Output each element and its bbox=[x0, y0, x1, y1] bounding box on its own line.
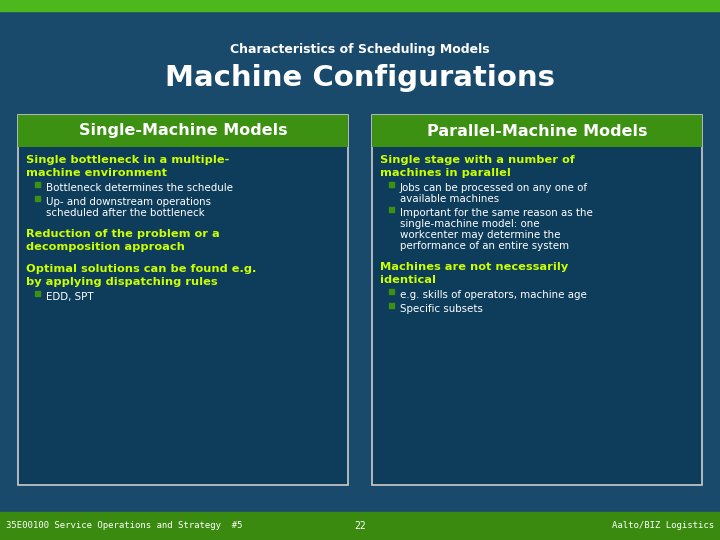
Text: Characteristics of Scheduling Models: Characteristics of Scheduling Models bbox=[230, 44, 490, 57]
Text: Single stage with a number of: Single stage with a number of bbox=[380, 155, 575, 165]
Text: available machines: available machines bbox=[400, 194, 499, 204]
Bar bbox=[18, 115, 348, 485]
Text: 22: 22 bbox=[354, 521, 366, 531]
Bar bbox=[372, 115, 702, 147]
Bar bbox=[0, 0, 720, 11]
Bar bbox=[389, 206, 394, 212]
Text: decomposition approach: decomposition approach bbox=[26, 242, 185, 252]
Text: Up- and downstream operations: Up- and downstream operations bbox=[46, 197, 211, 207]
Text: 35E00100 Service Operations and Strategy  #5: 35E00100 Service Operations and Strategy… bbox=[6, 522, 243, 530]
Bar bbox=[389, 181, 394, 186]
Text: Important for the same reason as the: Important for the same reason as the bbox=[400, 208, 593, 218]
Text: e.g. skills of operators, machine age: e.g. skills of operators, machine age bbox=[400, 290, 587, 300]
Text: performance of an entire system: performance of an entire system bbox=[400, 241, 569, 251]
Text: Jobs can be processed on any one of: Jobs can be processed on any one of bbox=[400, 183, 588, 193]
Text: machines in parallel: machines in parallel bbox=[380, 168, 511, 178]
Text: machine environment: machine environment bbox=[26, 168, 167, 178]
Text: Single-Machine Models: Single-Machine Models bbox=[78, 124, 287, 138]
Bar bbox=[18, 115, 348, 147]
Text: Reduction of the problem or a: Reduction of the problem or a bbox=[26, 229, 220, 239]
Bar bbox=[389, 302, 394, 307]
Text: single-machine model: one: single-machine model: one bbox=[400, 219, 539, 229]
Text: Bottleneck determines the schedule: Bottleneck determines the schedule bbox=[46, 183, 233, 193]
Text: Machines are not necessarily: Machines are not necessarily bbox=[380, 262, 568, 272]
Text: Aalto/BIZ Logistics: Aalto/BIZ Logistics bbox=[612, 522, 714, 530]
Bar bbox=[35, 181, 40, 186]
Text: Single bottleneck in a multiple-: Single bottleneck in a multiple- bbox=[26, 155, 230, 165]
Text: scheduled after the bottleneck: scheduled after the bottleneck bbox=[46, 208, 204, 218]
Text: Parallel-Machine Models: Parallel-Machine Models bbox=[427, 124, 647, 138]
Text: EDD, SPT: EDD, SPT bbox=[46, 292, 94, 302]
Text: Machine Configurations: Machine Configurations bbox=[165, 64, 555, 92]
Text: Specific subsets: Specific subsets bbox=[400, 304, 483, 314]
Bar bbox=[372, 115, 702, 485]
Bar bbox=[35, 291, 40, 295]
Text: workcenter may determine the: workcenter may determine the bbox=[400, 230, 560, 240]
Bar bbox=[0, 512, 720, 540]
Bar bbox=[389, 288, 394, 294]
Text: Optimal solutions can be found e.g.: Optimal solutions can be found e.g. bbox=[26, 264, 256, 274]
Text: identical: identical bbox=[380, 275, 436, 285]
Text: by applying dispatching rules: by applying dispatching rules bbox=[26, 277, 217, 287]
Bar bbox=[35, 195, 40, 200]
